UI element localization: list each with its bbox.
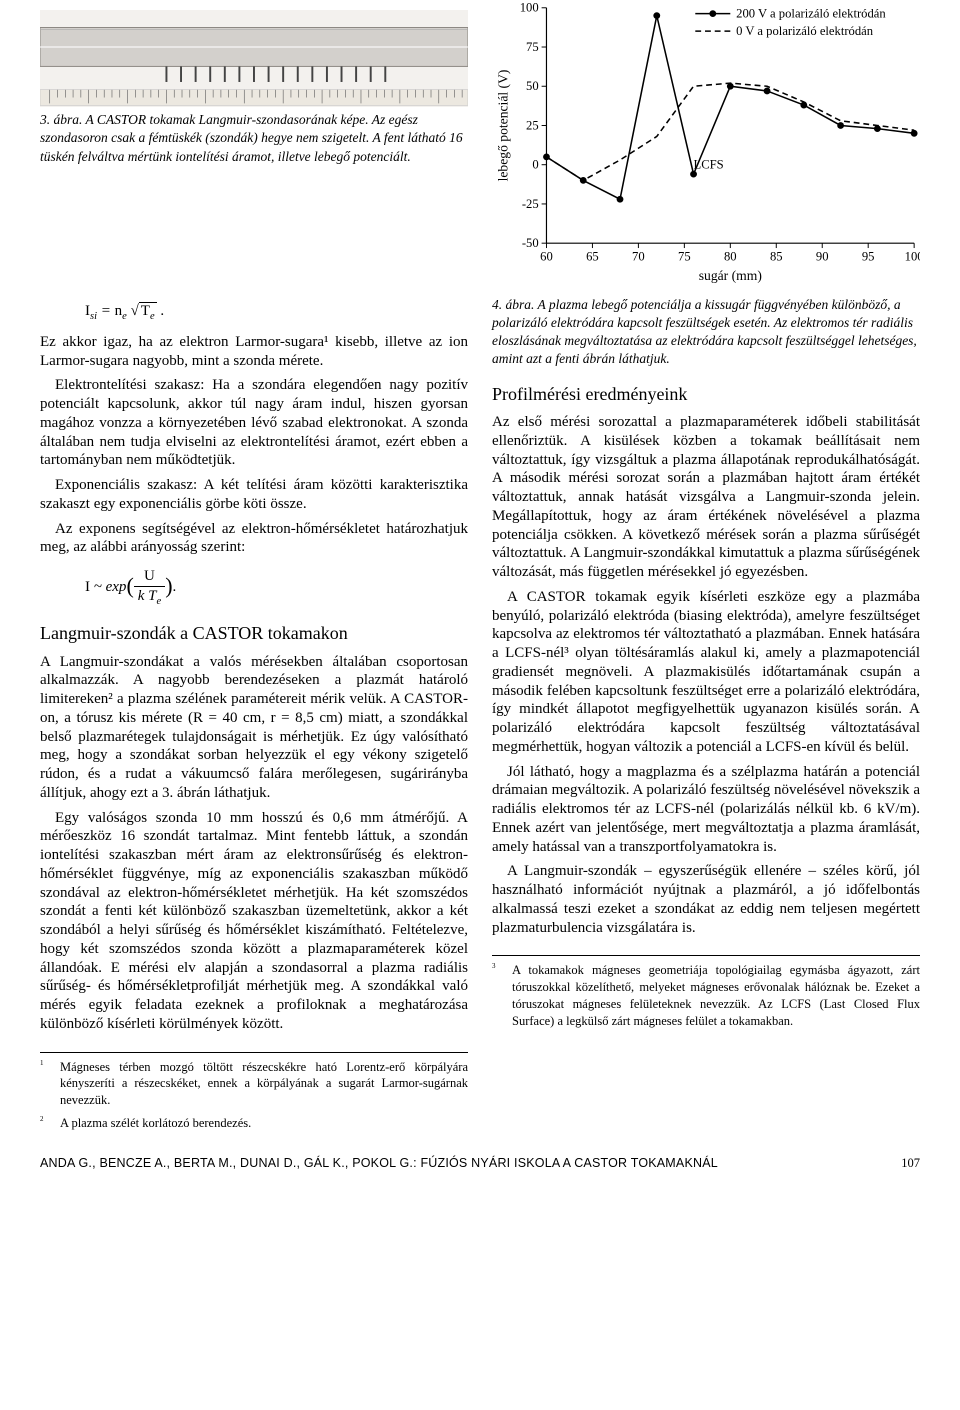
svg-text:60: 60	[540, 250, 553, 264]
svg-text:-25: -25	[522, 197, 539, 211]
svg-text:-50: -50	[522, 236, 539, 250]
footnotes-left: 1 Mágneses térben mozgó töltött részecsk…	[40, 1052, 468, 1133]
svg-text:90: 90	[816, 250, 829, 264]
paragraph: Exponenciális szakasz: A két telítési ár…	[40, 476, 468, 514]
section-heading-langmuir: Langmuir-szondák a CASTOR tokamakon	[40, 622, 468, 645]
paragraph: Ez akkor igaz, ha az elektron Larmor-sug…	[40, 333, 468, 371]
paragraph: A CASTOR tokamak egyik kísérleti eszköze…	[492, 588, 920, 757]
figure-4-caption: 4. ábra. A plazma lebegő potenciálja a k…	[492, 296, 920, 369]
svg-text:0: 0	[532, 158, 538, 172]
svg-text:lebegő potenciál (V): lebegő potenciál (V)	[496, 70, 512, 182]
section-heading-profil: Profilmérési eredményeink	[492, 383, 920, 406]
svg-text:50: 50	[526, 79, 539, 93]
figure-4-chart: -50 -25 0 25 50 75 100 60 65 70 75 80 85 90 95 100 sugár…	[492, 0, 920, 292]
paragraph: A Langmuir-szondákat a valós mérésekben …	[40, 653, 468, 803]
svg-text:75: 75	[678, 250, 691, 264]
figure-3-photo	[40, 10, 468, 107]
paragraph: Elektrontelítési szakasz: Ha a szondára …	[40, 376, 468, 470]
svg-text:70: 70	[632, 250, 645, 264]
svg-text:65: 65	[586, 250, 599, 264]
paragraph: Jól látható, hogy a magplazma és a szélp…	[492, 763, 920, 857]
svg-text:75: 75	[526, 40, 539, 54]
footnotes-right: 3 A tokamakok mágneses geometriája topol…	[492, 955, 920, 1030]
paragraph: Az exponens segítségével az elektron-hőm…	[40, 520, 468, 558]
svg-text:100: 100	[905, 250, 920, 264]
svg-text:200 V a polarizáló elektródán: 200 V a polarizáló elektródán	[736, 7, 886, 21]
svg-text:85: 85	[770, 250, 783, 264]
svg-text:100: 100	[520, 1, 539, 15]
svg-text:sugár (mm): sugár (mm)	[699, 268, 762, 284]
figure-3-caption: 3. ábra. A CASTOR tokamak Langmuir-szond…	[40, 111, 468, 166]
footer-text: ANDA G., BENCZE A., BERTA M., DUNAI D., …	[40, 1156, 718, 1172]
formula-exp: I ~ exp(Uk Te).	[85, 567, 468, 608]
paragraph: Az első mérési sorozattal a plazmaparamé…	[492, 413, 920, 582]
svg-text:25: 25	[526, 118, 539, 132]
svg-text:80: 80	[724, 250, 737, 264]
footnote-2: 2 A plazma szélét korlátozó berendezés.	[40, 1115, 468, 1132]
paragraph: A Langmuir-szondák – egyszerűségük ellen…	[492, 862, 920, 937]
page-footer: ANDA G., BENCZE A., BERTA M., DUNAI D., …	[40, 1156, 920, 1172]
svg-text:95: 95	[862, 250, 875, 264]
footnote-3: 3 A tokamakok mágneses geometriája topol…	[492, 962, 920, 1030]
footnote-1: 1 Mágneses térben mozgó töltött részecsk…	[40, 1059, 468, 1110]
paragraph: Egy valóságos szonda 10 mm hosszú és 0,6…	[40, 809, 468, 1034]
page-number: 107	[901, 1156, 920, 1172]
svg-text:0 V a polarizáló elektródán: 0 V a polarizáló elektródán	[736, 24, 874, 38]
formula-isi: Isi = ne √Te .	[85, 302, 468, 323]
